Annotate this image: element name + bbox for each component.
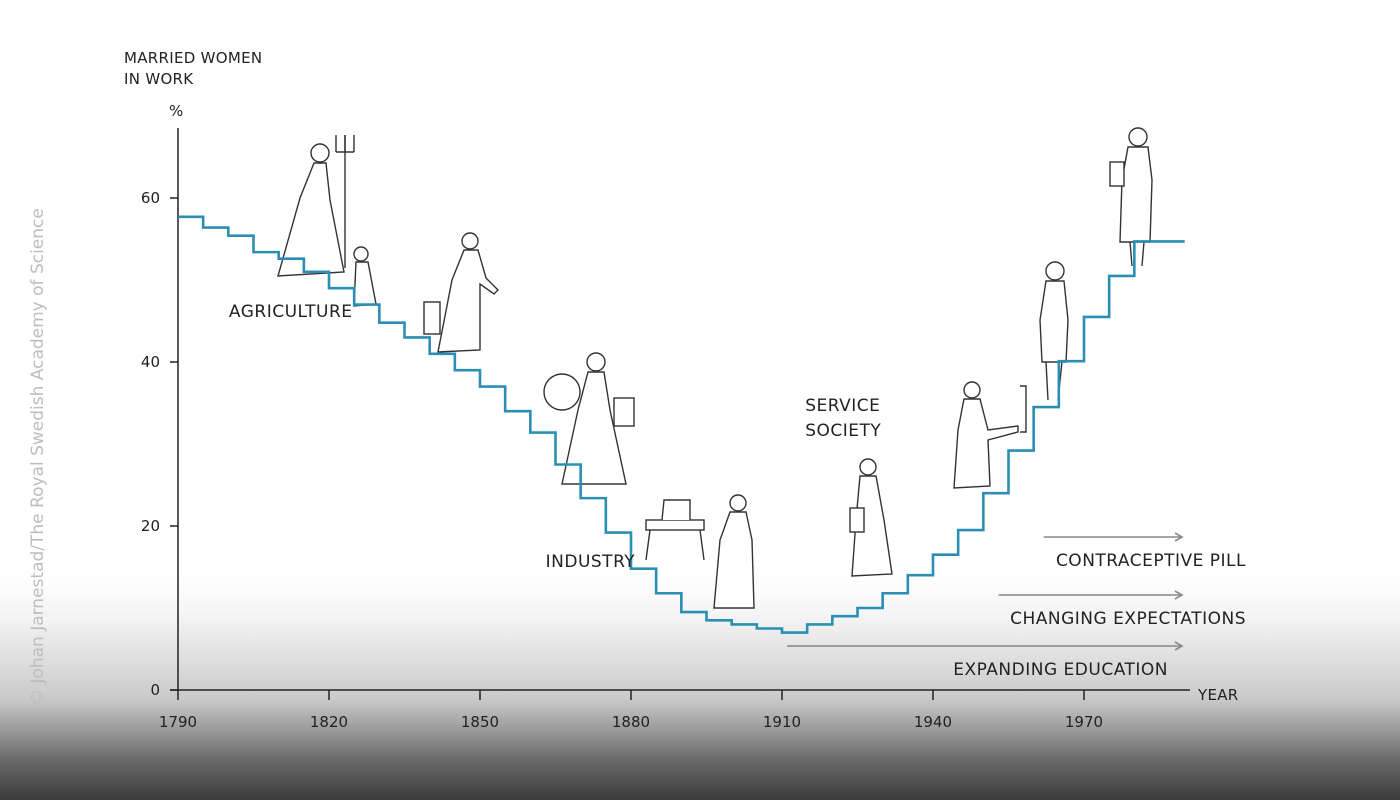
x-tick-label: 1880 bbox=[612, 713, 650, 731]
factor-label: CHANGING EXPECTATIONS bbox=[1010, 609, 1246, 629]
illustrations bbox=[277, 127, 1153, 609]
era-label-service-line2: SOCIETY bbox=[805, 421, 881, 441]
factor-arrow-head bbox=[1174, 590, 1184, 600]
series-line bbox=[178, 215, 1185, 634]
x-tick-label: 1850 bbox=[461, 713, 499, 731]
y-ticks: 0 20 40 60 bbox=[141, 189, 178, 699]
sewing-machine-figure bbox=[645, 499, 705, 561]
x-tick-label: 1970 bbox=[1065, 713, 1103, 731]
woman-with-bag-figure bbox=[1109, 127, 1153, 267]
factor-label: CONTRACEPTIVE PILL bbox=[1056, 551, 1246, 571]
era-label-industry: INDUSTRY bbox=[546, 552, 636, 572]
factory-woman-figure bbox=[713, 494, 755, 609]
woman-presenting-chart-figure bbox=[953, 381, 1027, 489]
office-woman-with-folder-figure bbox=[849, 458, 893, 577]
woman-in-suit-figure bbox=[1039, 261, 1069, 401]
photo-credit: © Johan Jarnestad/The Royal Swedish Acad… bbox=[28, 208, 48, 706]
factor-arrows: CONTRACEPTIVE PILL CHANGING EXPECTATIONS E… bbox=[787, 532, 1246, 680]
y-tick-label: 40 bbox=[141, 353, 160, 371]
factor-label: EXPANDING EDUCATION bbox=[953, 660, 1168, 680]
x-ticks: 1790 1820 1850 1880 1910 1940 1970 bbox=[159, 690, 1103, 731]
y-tick-label: 0 bbox=[150, 681, 160, 699]
y-axis-title-line1: MARRIED WOMEN bbox=[124, 49, 262, 67]
y-tick-label: 60 bbox=[141, 189, 160, 207]
x-tick-label: 1790 bbox=[159, 713, 197, 731]
spinning-wheel-woman-figure bbox=[543, 352, 635, 485]
y-tick-label: 20 bbox=[141, 517, 160, 535]
farm-woman-with-pitchfork-figure bbox=[277, 135, 377, 307]
x-tick-label: 1940 bbox=[914, 713, 952, 731]
factor-arrow-head bbox=[1174, 532, 1184, 542]
era-label-agriculture: AGRICULTURE bbox=[229, 302, 353, 322]
era-label-service-line1: SERVICE bbox=[805, 396, 880, 416]
factor-arrow-head bbox=[1174, 641, 1184, 651]
x-axis-title: YEAR bbox=[1197, 686, 1239, 704]
x-tick-label: 1820 bbox=[310, 713, 348, 731]
y-axis-unit: % bbox=[169, 102, 184, 120]
woman-carrying-bucket-figure bbox=[423, 232, 499, 353]
y-axis-title-line2: IN WORK bbox=[124, 70, 194, 88]
x-tick-label: 1910 bbox=[763, 713, 801, 731]
